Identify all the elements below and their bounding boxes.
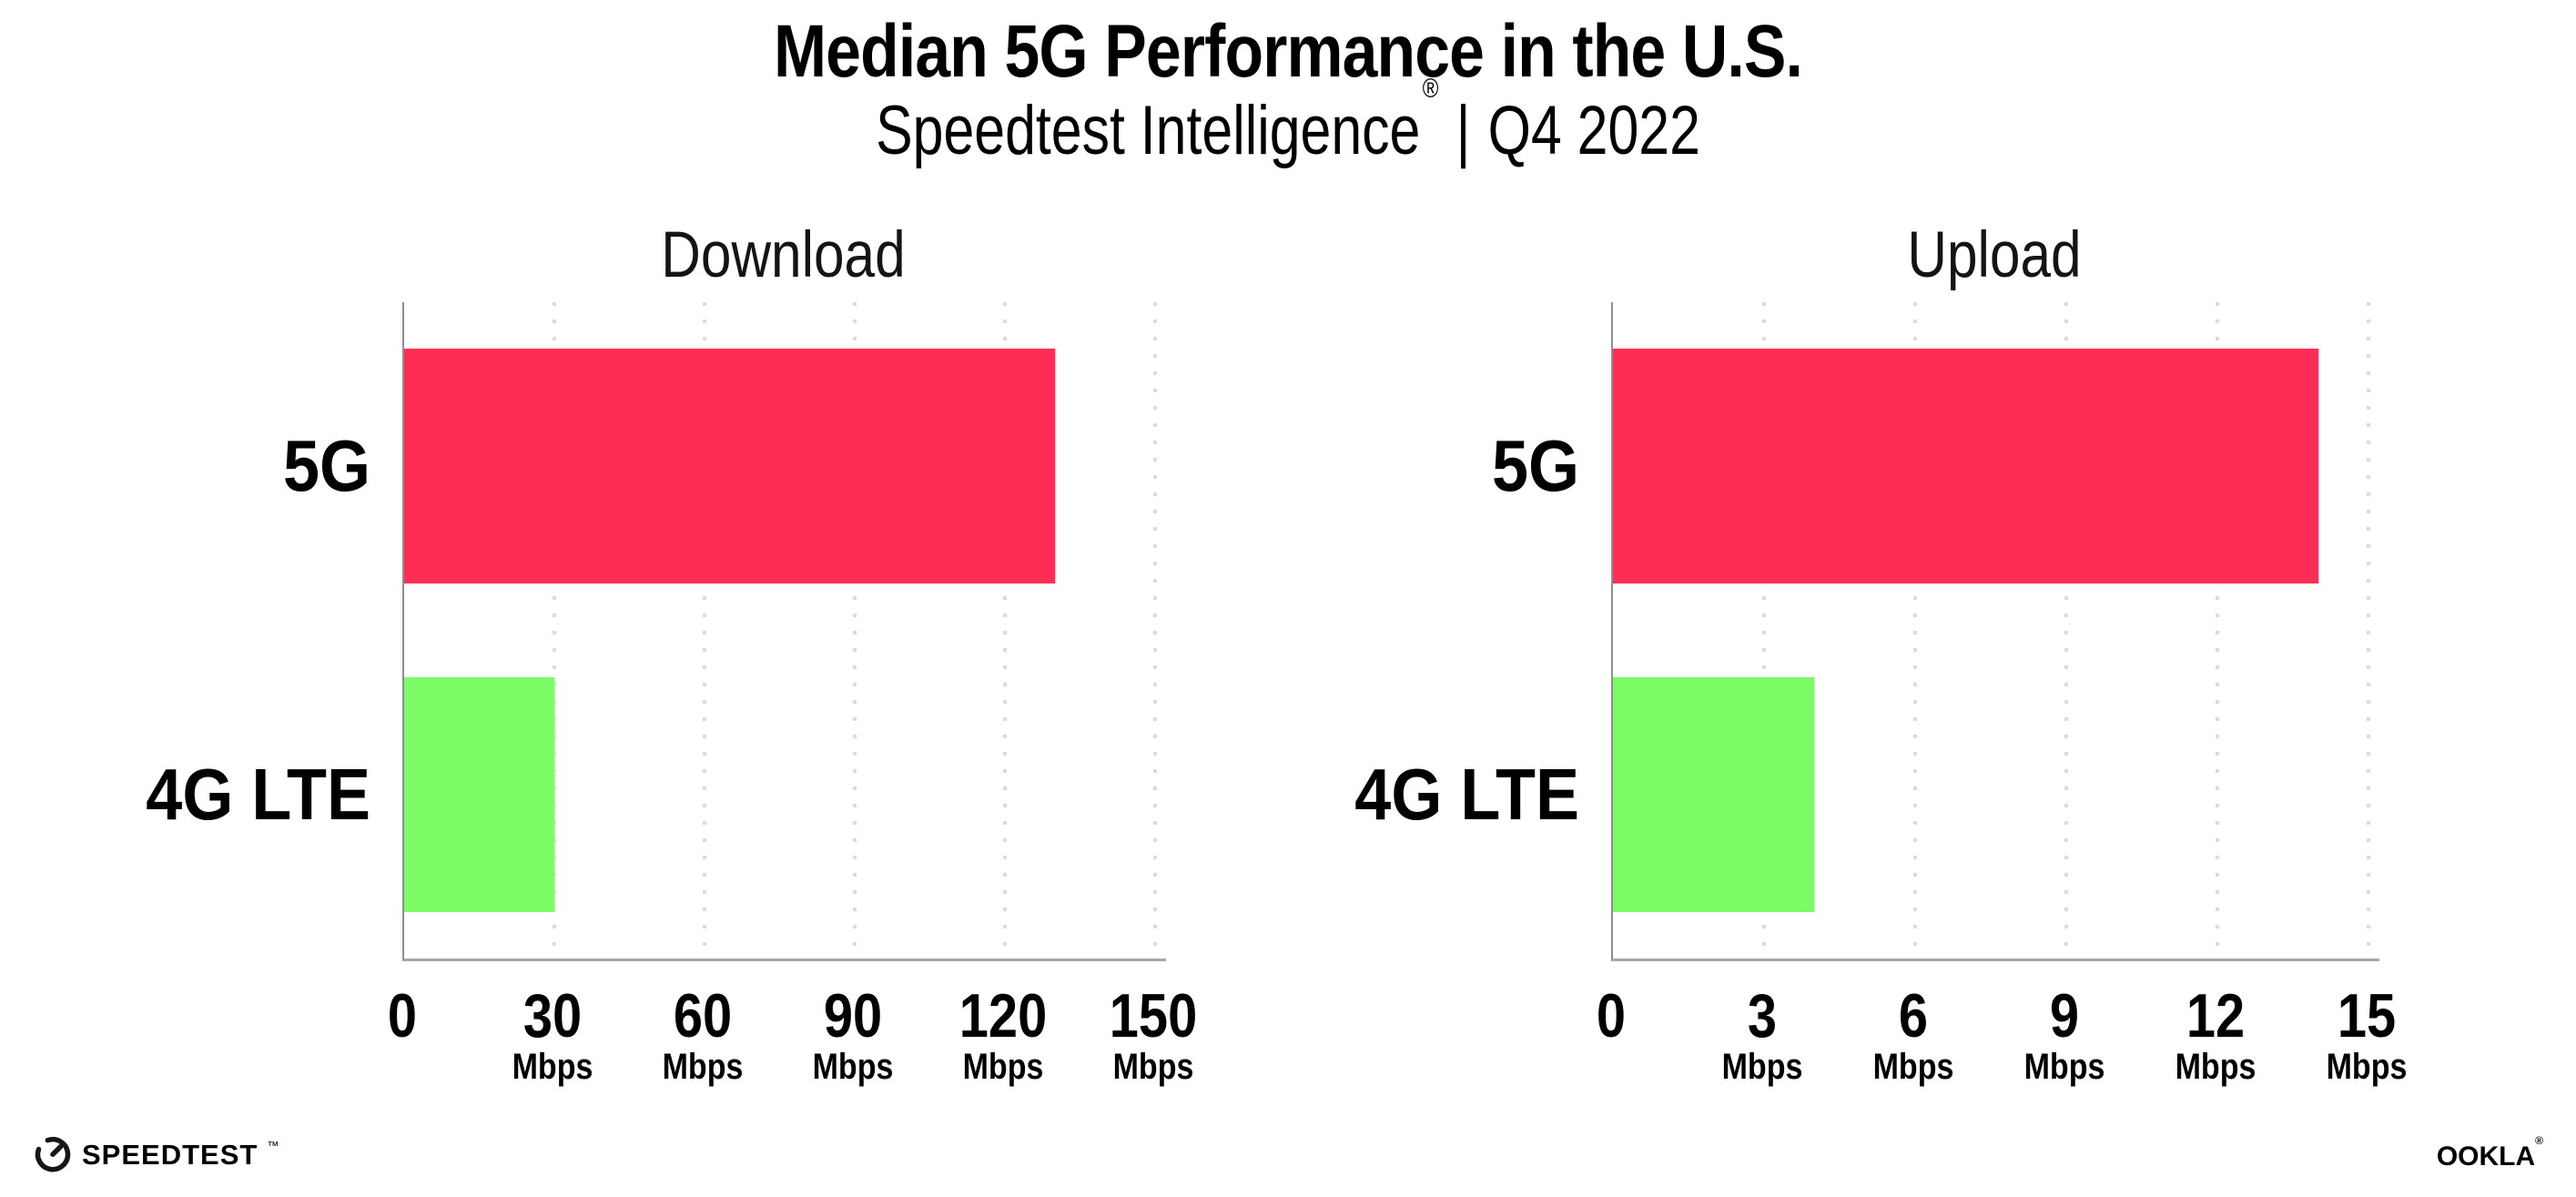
tick-unit-9: Mbps	[2023, 1047, 2105, 1087]
subtitle-brand: Speedtest Intelligence	[876, 92, 1421, 169]
tick-label-9: 9	[2049, 981, 2080, 1050]
tick-unit-15: Mbps	[2326, 1047, 2408, 1087]
upload-chart-title: Upload	[1907, 219, 2082, 291]
ookla-logo-text: OOKLA	[2436, 1141, 2536, 1172]
speedtest-trademark: ™	[267, 1139, 279, 1152]
tick-label-3: 3	[1747, 981, 1778, 1050]
tick-unit-3: Mbps	[1721, 1047, 1803, 1087]
tick-unit-12: Mbps	[2175, 1047, 2257, 1087]
bar-4g-lte	[404, 676, 554, 912]
gridline-15-mbps	[2367, 302, 2370, 959]
tick-unit-90: Mbps	[812, 1047, 894, 1087]
bar-4g-lte	[1613, 676, 1815, 912]
upload-plot-area	[1611, 302, 2379, 961]
gridline-150-mbps	[1153, 302, 1157, 959]
tick-unit-150: Mbps	[1112, 1047, 1194, 1087]
ookla-logo: OOKLA®	[2436, 1134, 2543, 1172]
registered-mark: ®	[1422, 73, 1439, 104]
subtitle-period: Q4 2022	[1487, 92, 1700, 169]
tick-label-30: 30	[522, 981, 583, 1050]
bar-5g	[1613, 349, 2318, 584]
gridline-9-mbps	[2064, 302, 2068, 959]
tick-label-15: 15	[2337, 981, 2397, 1050]
ookla-registered-mark: ®	[2535, 1134, 2543, 1147]
gauge-icon	[33, 1132, 73, 1177]
bar-5g	[404, 349, 1055, 584]
category-label-5g: 5G	[1491, 425, 1579, 507]
tick-label-0: 0	[387, 981, 418, 1050]
tick-unit-60: Mbps	[662, 1047, 744, 1087]
category-label-4g-lte: 4G LTE	[146, 753, 370, 835]
download-plot-area	[402, 302, 1166, 961]
tick-unit-120: Mbps	[962, 1047, 1044, 1087]
category-label-5g: 5G	[282, 425, 370, 507]
tick-label-120: 120	[958, 981, 1048, 1050]
gridline-30-mbps	[553, 302, 556, 959]
speedtest-logo-text: SPEEDTEST	[82, 1138, 259, 1171]
subtitle-separator: |	[1455, 92, 1471, 169]
tick-label-60: 60	[673, 981, 733, 1050]
page-title: Median 5G Performance in the U.S.	[773, 10, 1803, 93]
gridline-12-mbps	[2216, 302, 2219, 959]
category-label-4g-lte: 4G LTE	[1354, 753, 1579, 835]
speedtest-logo: SPEEDTEST ™	[33, 1132, 279, 1177]
tick-unit-6: Mbps	[1872, 1047, 1954, 1087]
gridline-90-mbps	[853, 302, 857, 959]
download-chart-title: Download	[661, 219, 906, 291]
tick-label-150: 150	[1109, 981, 1198, 1050]
page-subtitle: Speedtest Intelligence® | Q4 2022	[258, 74, 2318, 170]
gridline-120-mbps	[1003, 302, 1007, 959]
tick-unit-30: Mbps	[512, 1047, 593, 1087]
tick-label-12: 12	[2186, 981, 2246, 1050]
gridline-60-mbps	[703, 302, 706, 959]
gridline-3-mbps	[1762, 302, 1766, 959]
tick-label-6: 6	[1898, 981, 1929, 1050]
tick-label-90: 90	[823, 981, 883, 1050]
tick-label-0: 0	[1596, 981, 1627, 1050]
gridline-6-mbps	[1913, 302, 1917, 959]
